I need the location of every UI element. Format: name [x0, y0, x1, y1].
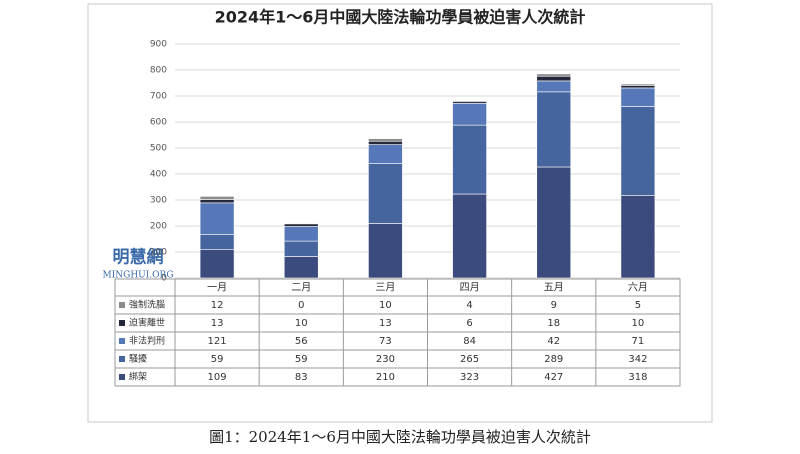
y-tick-label: 700 [150, 92, 167, 102]
bar-segment [199, 196, 235, 200]
bar-segment [536, 80, 572, 93]
bar-segment [199, 202, 235, 235]
legend-swatch [119, 320, 125, 326]
table-value: 13 [211, 318, 224, 329]
table-value: 10 [379, 300, 392, 311]
x-tick-label: 三月 [375, 282, 395, 294]
bar-segment [368, 163, 403, 224]
legend-swatch [119, 302, 125, 308]
y-tick-label: 300 [150, 196, 167, 206]
table-value: 12 [211, 300, 224, 311]
bar-segment [199, 249, 235, 279]
bar-segment [620, 195, 656, 279]
bar-segment [368, 140, 403, 145]
bar-segment [199, 199, 235, 204]
y-tick-label: 800 [150, 66, 167, 76]
y-tick-label: 600 [150, 118, 167, 128]
bar-segment [368, 223, 403, 279]
table-value: 323 [460, 372, 479, 383]
watermark-name: 明慧網 [113, 247, 164, 268]
bar-segment [283, 223, 319, 227]
watermark-url: MINGHUI.ORG [102, 271, 173, 281]
table-value: 83 [295, 372, 308, 383]
bar-segment [368, 144, 403, 164]
table-value: 0 [298, 300, 304, 311]
bar-segment [283, 240, 319, 257]
table-value: 210 [376, 372, 395, 383]
table-value: 56 [295, 336, 308, 347]
table-value: 265 [460, 354, 479, 365]
table-value: 230 [376, 354, 395, 365]
legend-label: 強制洗腦 [129, 299, 165, 311]
table-value: 59 [211, 354, 224, 365]
table-value: 18 [547, 318, 560, 329]
bar-segment [452, 102, 487, 126]
table-value: 59 [295, 354, 308, 365]
y-tick-label: 500 [150, 144, 167, 154]
table-value: 84 [463, 336, 476, 347]
legend-label: 迫害離世 [129, 317, 165, 329]
legend-label: 非法判刑 [129, 335, 165, 347]
bar-segment [536, 166, 572, 279]
x-tick-label: 二月 [291, 282, 311, 294]
y-tick-label: 400 [150, 170, 167, 180]
table-value: 4 [466, 300, 472, 311]
table-value: 10 [632, 318, 645, 329]
bar-segment [536, 75, 572, 82]
table-value: 73 [379, 336, 392, 347]
table-value: 318 [628, 372, 647, 383]
x-tick-label: 一月 [207, 282, 227, 294]
table-value: 121 [208, 336, 227, 347]
table-value: 342 [628, 354, 647, 365]
legend-label: 綁架 [129, 371, 147, 383]
x-tick-label: 五月 [544, 282, 564, 294]
table-value: 109 [208, 372, 227, 383]
table-value: 9 [551, 300, 557, 311]
caption: 圖1：2024年1～6月中國大陸法輪功學員被迫害人次統計 [209, 428, 591, 446]
table-value: 42 [547, 336, 560, 347]
bar-segment [536, 73, 572, 77]
bar-segment [620, 83, 656, 86]
y-tick-label: 100 [150, 248, 167, 258]
bar-segment [283, 256, 319, 279]
bar-segment [283, 226, 319, 242]
table-value: 289 [544, 354, 563, 365]
table-value: 71 [632, 336, 645, 347]
legend-label: 騷擾 [129, 353, 147, 365]
y-tick-label: 200 [150, 222, 167, 232]
table-value: 5 [635, 300, 641, 311]
legend-swatch [119, 374, 125, 380]
legend-swatch [119, 338, 125, 344]
bar-segment [199, 234, 235, 250]
bar-segment [368, 138, 403, 142]
bar-segment [452, 193, 487, 279]
y-tick-label: 900 [150, 40, 167, 50]
bar-segment [620, 87, 656, 107]
legend-swatch [119, 356, 125, 362]
bar-segment [620, 106, 656, 196]
table-value: 13 [379, 318, 392, 329]
table-value: 427 [544, 372, 563, 383]
x-tick-label: 四月 [460, 282, 480, 294]
x-tick-label: 六月 [628, 282, 648, 294]
bar-segment [536, 91, 572, 168]
chart-title: 2024年1～6月中國大陸法輪功學員被迫害人次統計 [215, 8, 586, 27]
table-value: 6 [466, 318, 472, 329]
bar-segment [452, 124, 487, 195]
bar-segment [452, 100, 487, 103]
bar-segment [620, 85, 656, 89]
table-value: 10 [295, 318, 308, 329]
